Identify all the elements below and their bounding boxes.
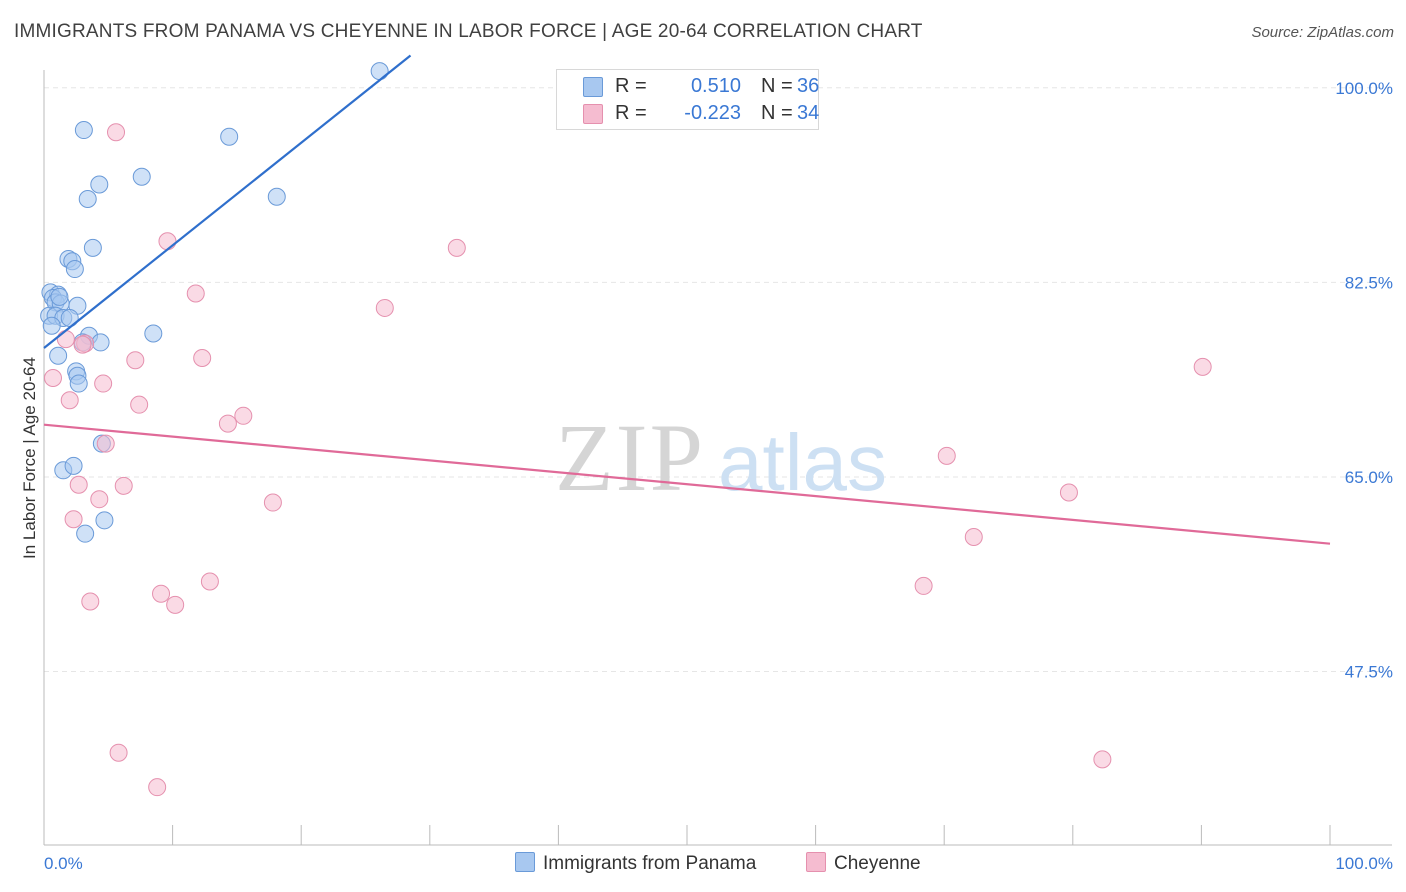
r-label: R = bbox=[615, 102, 647, 124]
watermark-atlas: atlas bbox=[718, 418, 887, 507]
point-cheyenne bbox=[1093, 750, 1112, 769]
x-tick-label: 0.0% bbox=[44, 854, 83, 873]
point-panama bbox=[95, 511, 114, 530]
point-panama bbox=[69, 374, 88, 393]
point-cheyenne bbox=[964, 528, 983, 547]
point-cheyenne bbox=[126, 351, 145, 370]
point-cheyenne bbox=[234, 406, 253, 425]
point-cheyenne bbox=[109, 743, 128, 762]
point-cheyenne bbox=[186, 284, 205, 303]
source-label: Source: ZipAtlas.com bbox=[1251, 24, 1394, 41]
point-panama bbox=[65, 260, 84, 279]
legend-item-panama[interactable]: Immigrants from Panama bbox=[515, 852, 756, 875]
point-cheyenne bbox=[94, 374, 113, 393]
point-cheyenne bbox=[375, 298, 394, 317]
legend-label-panama: Immigrants from Panama bbox=[543, 853, 757, 874]
point-cheyenne bbox=[1059, 483, 1078, 502]
point-panama bbox=[49, 346, 68, 365]
point-cheyenne bbox=[1193, 357, 1212, 376]
legend-swatch-panama bbox=[515, 852, 535, 872]
point-cheyenne bbox=[96, 434, 115, 453]
n-value: 34 bbox=[797, 102, 820, 124]
point-panama bbox=[76, 524, 95, 543]
n-label: N = bbox=[761, 75, 793, 97]
legend-label-cheyenne: Cheyenne bbox=[834, 853, 921, 874]
point-cheyenne bbox=[69, 475, 88, 494]
point-panama bbox=[64, 456, 83, 475]
r-value: -0.223 bbox=[684, 102, 741, 124]
point-panama bbox=[220, 127, 239, 146]
point-panama bbox=[78, 189, 97, 208]
point-cheyenne bbox=[218, 414, 237, 433]
point-cheyenne bbox=[148, 778, 167, 797]
point-panama bbox=[74, 121, 93, 140]
r-value: 0.510 bbox=[690, 75, 741, 97]
point-cheyenne bbox=[90, 490, 109, 509]
point-cheyenne bbox=[56, 330, 75, 349]
point-cheyenne bbox=[73, 335, 92, 354]
y-tick-label: 100.0% bbox=[1335, 79, 1393, 98]
point-cheyenne bbox=[64, 510, 83, 529]
point-cheyenne bbox=[914, 576, 933, 595]
x-tick-label: 100.0% bbox=[1335, 854, 1393, 873]
point-cheyenne bbox=[60, 391, 79, 410]
point-cheyenne bbox=[200, 572, 219, 591]
trend-line-panama bbox=[43, 54, 412, 349]
point-cheyenne bbox=[152, 584, 171, 603]
watermark-zip: ZIP bbox=[555, 404, 705, 511]
y-tick-label: 82.5% bbox=[1345, 273, 1393, 292]
point-panama bbox=[144, 324, 163, 343]
point-cheyenne bbox=[937, 446, 956, 465]
point-panama bbox=[132, 167, 151, 186]
n-label: N = bbox=[761, 102, 793, 124]
trend-line-cheyenne bbox=[43, 423, 1331, 545]
point-cheyenne bbox=[193, 348, 212, 367]
point-cheyenne bbox=[107, 123, 126, 142]
stats-box: R = 0.510 N = 36 R = -0.223 N = 34 bbox=[556, 69, 819, 130]
point-panama bbox=[83, 238, 102, 257]
legend-item-cheyenne[interactable]: Cheyenne bbox=[806, 852, 921, 875]
point-cheyenne bbox=[44, 368, 63, 387]
stats-swatch-cheyenne bbox=[583, 104, 603, 124]
point-panama bbox=[267, 187, 286, 206]
point-cheyenne bbox=[114, 476, 133, 495]
point-panama bbox=[90, 175, 109, 194]
y-tick-label: 65.0% bbox=[1345, 468, 1393, 487]
point-cheyenne bbox=[130, 395, 149, 414]
point-cheyenne bbox=[166, 595, 185, 614]
point-cheyenne bbox=[447, 238, 466, 257]
point-cheyenne bbox=[81, 592, 100, 611]
point-cheyenne bbox=[263, 493, 282, 512]
chart-title: IMMIGRANTS FROM PANAMA VS CHEYENNE IN LA… bbox=[14, 21, 923, 42]
r-label: R = bbox=[615, 75, 647, 97]
y-tick-label: 47.5% bbox=[1345, 663, 1393, 682]
point-panama bbox=[370, 62, 389, 81]
point-panama bbox=[91, 333, 110, 352]
stats-swatch-panama bbox=[583, 77, 603, 97]
point-panama bbox=[50, 287, 69, 306]
legend-swatch-cheyenne bbox=[806, 852, 826, 872]
n-value: 36 bbox=[797, 75, 820, 97]
point-cheyenne bbox=[158, 232, 177, 251]
point-panama bbox=[42, 316, 61, 335]
